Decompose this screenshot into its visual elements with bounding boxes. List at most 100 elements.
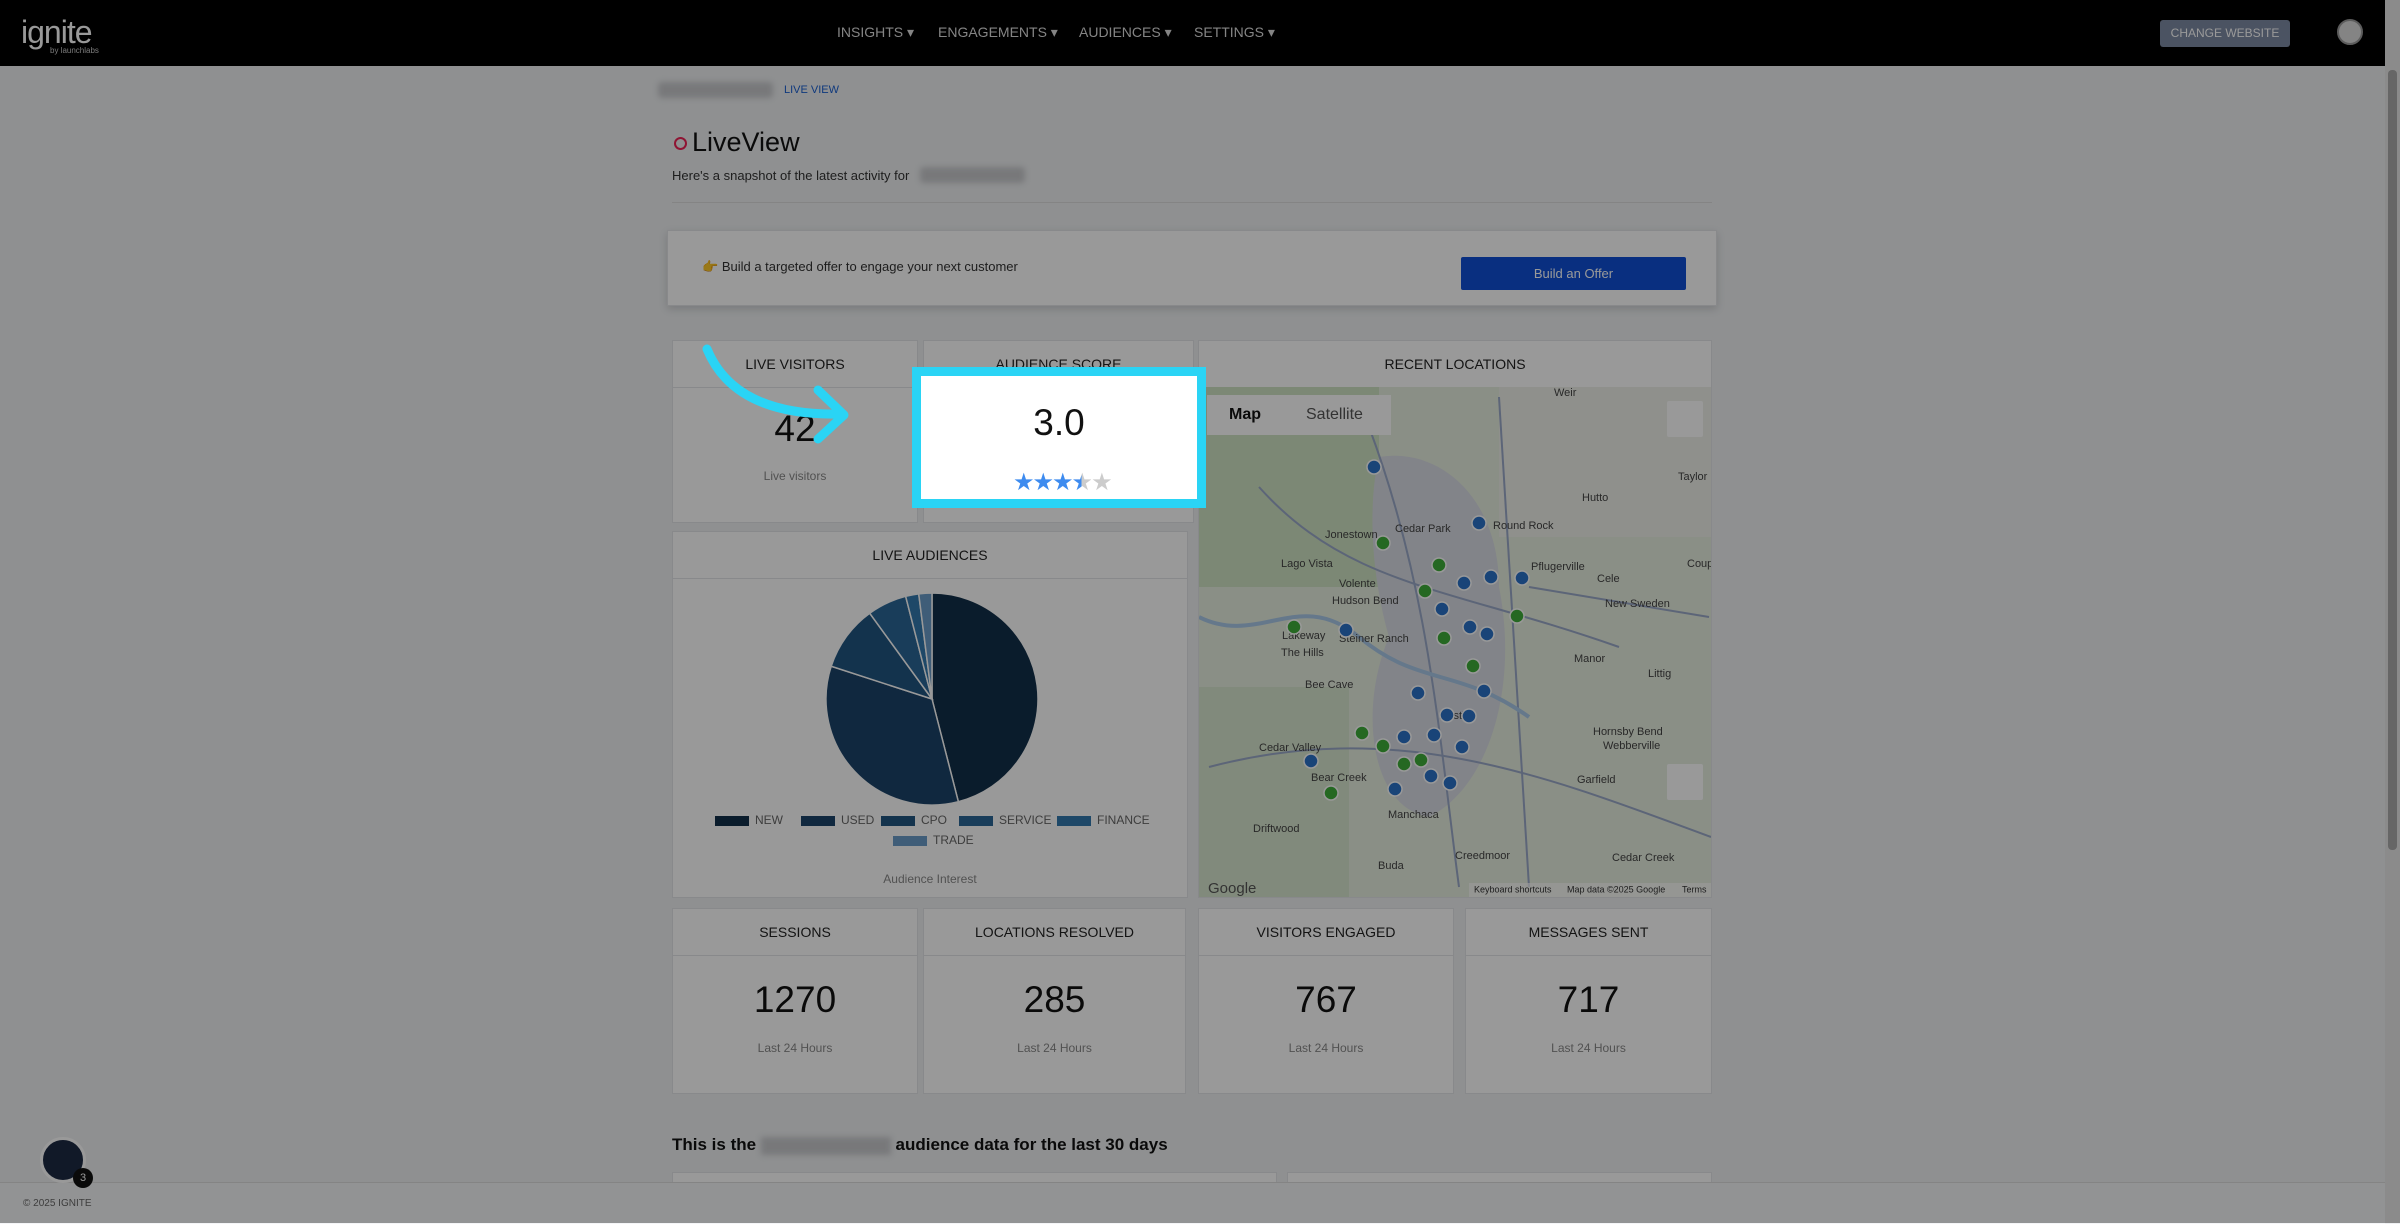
highlight-box: 3.0 ★★★★★ (912, 367, 1206, 508)
pie-slice (917, 592, 933, 700)
change-website-button[interactable]: CHANGE WEBSITE (2160, 20, 2290, 47)
map-place-label: Littig (1648, 668, 1671, 680)
offer-card: 👉 Build a targeted offer to engage your … (667, 230, 1717, 306)
map-pin (1465, 658, 1481, 674)
map-pin (1417, 583, 1433, 599)
map-pin (1434, 601, 1450, 617)
map-pin (1410, 685, 1426, 701)
map-place-label: Hutto (1582, 492, 1608, 504)
nav-label: AUDIENCES (1079, 24, 1161, 40)
live-visitors-card: LIVE VISITORS 42 Live visitors (672, 340, 918, 523)
footer: © 2025 IGNITE (0, 1182, 2385, 1224)
pointer-arrow (702, 344, 849, 444)
section-heading: This is the audience data for the last 3… (672, 1135, 1168, 1155)
nav-item[interactable]: INSIGHTS ▾ (837, 24, 915, 40)
map-attribution: Map data ©2025 Google (1567, 884, 1665, 894)
map-pin (1471, 515, 1487, 531)
map-place-label: Bee Cave (1305, 679, 1353, 691)
nav-label: INSIGHTS (837, 24, 904, 40)
stat-label: Last 24 Hours (757, 1041, 833, 1055)
stat-value: 767 (1295, 979, 1357, 1020)
build-offer-button[interactable]: Build an Offer (1461, 257, 1686, 290)
map-place-label: Coupland (1687, 558, 1711, 570)
nav-item[interactable]: SETTINGS ▾ (1194, 24, 1275, 40)
map-attribution: Terms (1682, 884, 1707, 894)
legend-swatch (801, 816, 835, 826)
legend-swatch (893, 836, 927, 846)
audience-score-value: 3.0 (1033, 402, 1085, 443)
map-tab[interactable]: Satellite (1306, 406, 1363, 423)
stat-card: VISITORS ENGAGED 767 Last 24 Hours (1198, 908, 1454, 1094)
map-pin (1338, 622, 1354, 638)
map-attribution: Google (1208, 880, 1256, 897)
map-pin (1436, 630, 1452, 646)
live-audiences-card: LIVE AUDIENCES NEW USED CPO SERVICE FINANCE T… (672, 531, 1188, 898)
map-pin (1413, 752, 1429, 768)
map-tab[interactable]: Map (1229, 406, 1261, 423)
legend-label: SERVICE (999, 813, 1051, 827)
map-control[interactable] (1667, 764, 1703, 800)
legend-swatch (715, 816, 749, 826)
legend-label: TRADE (933, 833, 974, 847)
blurred-text (658, 82, 773, 98)
map-place-label: Webberville (1603, 740, 1660, 752)
legend-label: NEW (755, 813, 784, 827)
map-place-label: Jonestown (1325, 529, 1378, 541)
map-place-label: Steiner Ranch (1339, 633, 1409, 645)
map-road (1258, 486, 1620, 648)
map-pin (1426, 727, 1442, 743)
scrollbar[interactable] (2385, 0, 2400, 1223)
map-control[interactable] (1667, 401, 1703, 437)
footer-text: © 2025 IGNITE (23, 1198, 92, 1209)
map-pin (1423, 768, 1439, 784)
breadcrumb[interactable]: LIVE VIEW (784, 84, 840, 96)
map-pin (1439, 707, 1455, 723)
map-pin (1514, 570, 1530, 586)
help-button[interactable]: 3 (40, 1137, 93, 1188)
card-title: MESSAGES SENT (1466, 909, 1711, 956)
card-title: LIVE VISITORS (673, 341, 917, 388)
stat-value: 1270 (753, 979, 837, 1020)
pie-slice (931, 592, 1039, 803)
map[interactable]: Weir Jonestown Cedar Park Round Rock Hutto Ta… (1199, 387, 1711, 897)
map-place-label: Manchaca (1388, 809, 1440, 821)
nav-item[interactable]: AUDIENCES ▾ (1079, 24, 1172, 40)
map-place-label: Driftwood (1253, 823, 1299, 835)
map-attribution: Keyboard shortcuts (1474, 884, 1552, 894)
map-place-label: Cele (1597, 573, 1620, 585)
nav-item[interactable]: ENGAGEMENTS ▾ (938, 24, 1058, 40)
legend-swatch (959, 816, 993, 826)
map-place-label: Cedar Creek (1612, 852, 1675, 864)
avatar[interactable] (2337, 19, 2363, 45)
map-pin (1479, 626, 1495, 642)
recent-locations-card: RECENT LOCATIONS Weir Jonestown Cedar Park… (1198, 340, 1712, 898)
map-place-label: Lago Vista (1281, 558, 1334, 570)
map-pin (1483, 569, 1499, 585)
map-place-label: Round Rock (1493, 520, 1554, 532)
nav-label: SETTINGS (1194, 24, 1265, 40)
heading-prefix: This is the (672, 1135, 757, 1154)
map-place-label: Garfield (1577, 774, 1616, 786)
map-pin (1462, 619, 1478, 635)
map-road (1528, 586, 1710, 618)
page-subtitle: Here's a snapshot of the latest activity… (672, 168, 910, 183)
map-place-label: Creedmoor (1455, 850, 1510, 862)
map-pin (1509, 608, 1525, 624)
stat-label: Last 24 Hours (1017, 1041, 1092, 1055)
page-title: LiveView (692, 127, 800, 157)
card-title: LOCATIONS RESOLVED (924, 909, 1185, 956)
map-place-label: Bear Creek (1311, 772, 1367, 784)
divider (672, 202, 1712, 203)
map-pin (1375, 535, 1391, 551)
map-place-label: Volente (1339, 578, 1376, 590)
map-place-label: Hudson Bend (1332, 595, 1399, 607)
pie-slice (825, 665, 960, 806)
stat-card: LOCATIONS RESOLVED 285 Last 24 Hours (923, 908, 1186, 1094)
rating-stars: ★★★★★ (1013, 469, 1113, 496)
stat-card: MESSAGES SENT 717 Last 24 Hours (1465, 908, 1712, 1094)
card-title: VISITORS ENGAGED (1199, 909, 1453, 956)
stat-value: 717 (1557, 979, 1620, 1020)
logo[interactable]: ignite (21, 14, 92, 50)
offer-label: Build a targeted offer to engage your ne… (721, 259, 1018, 274)
